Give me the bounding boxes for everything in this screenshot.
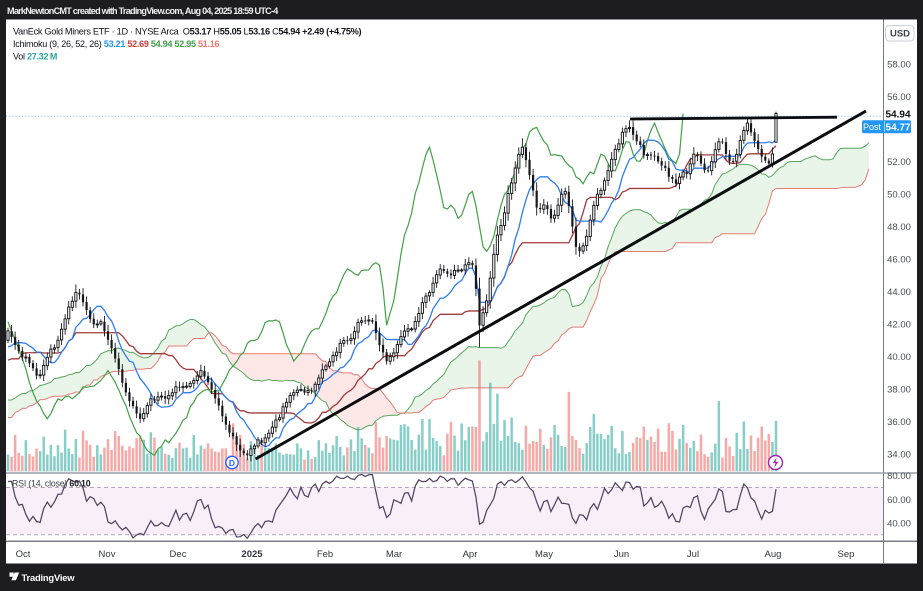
svg-text:Apr: Apr	[463, 549, 478, 560]
svg-text:60.00: 60.00	[887, 495, 911, 506]
svg-text:44.00: 44.00	[887, 287, 911, 298]
svg-text:Ichimoku (9, 26, 52, 26) 53.21: Ichimoku (9, 26, 52, 26) 53.21 52.69 54.…	[13, 39, 220, 49]
svg-text:Sep: Sep	[838, 549, 855, 560]
svg-text:56.00: 56.00	[887, 92, 911, 103]
svg-text:58.00: 58.00	[887, 59, 911, 70]
svg-text:36.00: 36.00	[887, 417, 911, 428]
svg-text:48.00: 48.00	[887, 222, 911, 233]
svg-text:Oct: Oct	[16, 549, 31, 560]
svg-text:Jul: Jul	[687, 549, 699, 560]
svg-text:Mar: Mar	[386, 549, 402, 560]
svg-text:40.00: 40.00	[887, 518, 911, 529]
svg-text:MarkNewtonCMT created with Tra: MarkNewtonCMT created with TradingView.c…	[7, 6, 279, 16]
svg-text:Post: Post	[863, 122, 882, 132]
svg-text:46.00: 46.00	[887, 254, 911, 265]
svg-text:50.00: 50.00	[887, 189, 911, 200]
svg-text:May: May	[535, 549, 553, 560]
svg-text:Vol 27.32 M: Vol 27.32 M	[13, 52, 57, 62]
svg-text:54.77: 54.77	[885, 123, 910, 134]
svg-text:RSI (14, close) 60.10: RSI (14, close) 60.10	[12, 479, 91, 489]
svg-text:USD: USD	[890, 29, 910, 40]
svg-text:80.00: 80.00	[887, 471, 911, 482]
svg-text:38.00: 38.00	[887, 384, 911, 395]
svg-text:Aug: Aug	[765, 549, 782, 560]
svg-text:2025: 2025	[241, 549, 263, 560]
svg-text:VanEck Gold Miners ETF · 1D ·: VanEck Gold Miners ETF · 1D · NYSE Arca …	[13, 26, 362, 36]
svg-text:Dec: Dec	[170, 549, 187, 560]
svg-text:TradingView: TradingView	[22, 572, 76, 583]
svg-text:52.00: 52.00	[887, 157, 911, 168]
svg-text:54.94: 54.94	[885, 109, 910, 120]
svg-text:34.00: 34.00	[887, 449, 911, 460]
svg-text:40.00: 40.00	[887, 352, 911, 363]
svg-text:Feb: Feb	[317, 549, 333, 560]
svg-text:42.00: 42.00	[887, 319, 911, 330]
svg-text:Jun: Jun	[614, 549, 629, 560]
svg-text:Nov: Nov	[99, 549, 116, 560]
svg-text:D: D	[229, 458, 235, 468]
